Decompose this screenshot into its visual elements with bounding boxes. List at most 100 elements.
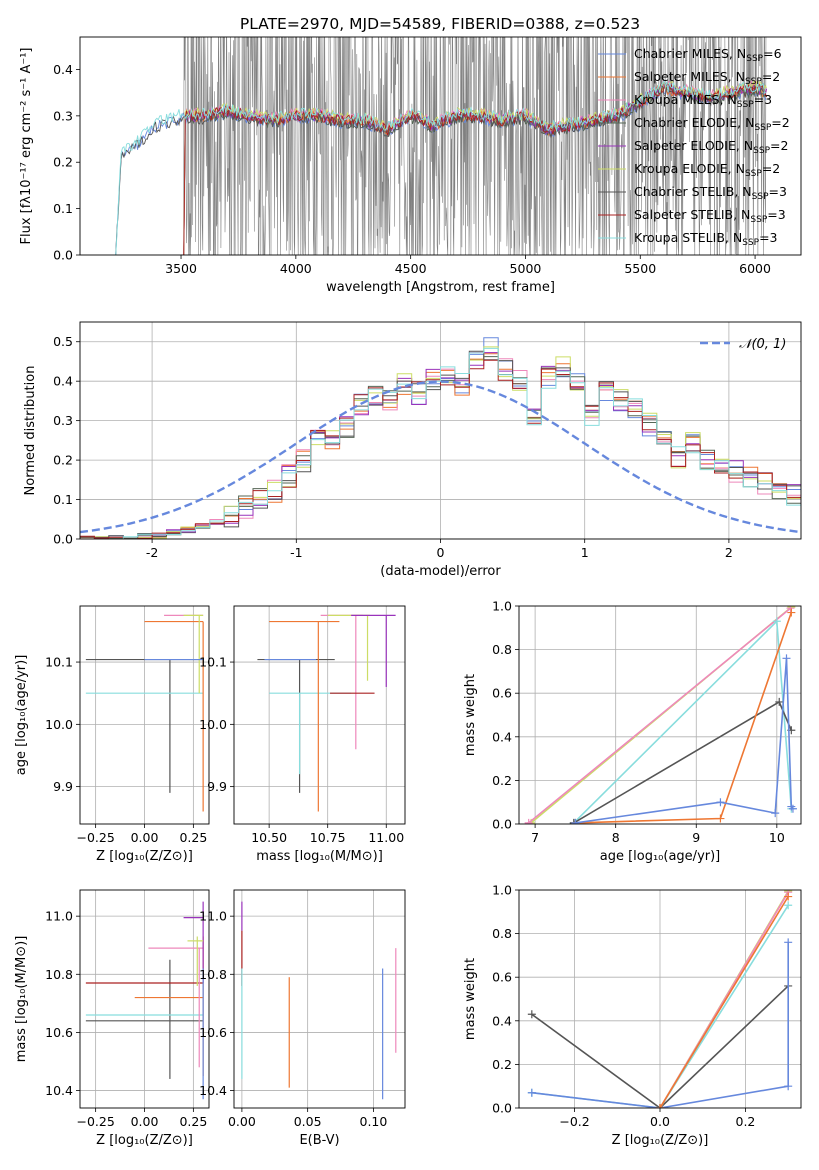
- axes-frame: [518, 889, 802, 1109]
- x-axis-label: Z [log₁₀(Z/Z⊙)]: [96, 1133, 193, 1148]
- x-tick-label: 1: [581, 545, 589, 560]
- x-tick-label: 3500: [165, 261, 197, 276]
- y-axis-label: age [log₁₀(age/yr)]: [14, 655, 29, 776]
- x-tick-label: 0.00: [131, 1114, 159, 1129]
- y-tick-label: 1.0: [492, 883, 512, 898]
- spectrum-model-line: [115, 79, 767, 255]
- y-tick-label: 0.0: [53, 532, 73, 547]
- x-tick-label: 0.2: [736, 1114, 756, 1129]
- histogram-step: [80, 356, 801, 539]
- weight-series-line: [573, 700, 793, 824]
- x-axis-label: (data-model)/error: [380, 564, 501, 579]
- chart-weight_vs_Z: −0.2 0.0 0.2 0.0 0.2 0.4 0.6 0.8 1.0 Z [log₁₀(Z/Z…: [463, 883, 802, 1148]
- legend-entry: Kroupa ELODIE, NSSP=2: [634, 161, 780, 179]
- y-axis-label: mass weight: [463, 958, 478, 1040]
- legend-entry: Chabrier ELODIE, NSSP=2: [634, 115, 790, 133]
- y-tick-label: 0.2: [492, 773, 512, 788]
- y-tick-label: 0.5: [53, 334, 73, 349]
- y-tick-label: 10.4: [199, 1083, 227, 1098]
- y-tick-label: 0.4: [53, 62, 73, 77]
- x-tick-label: −0.2: [559, 1114, 589, 1129]
- legend-entry: Salpeter MILES, NSSP=2: [634, 69, 780, 87]
- axes-frame: [518, 605, 802, 825]
- plot-area: [519, 890, 801, 1108]
- y-tick-label: 0.2: [53, 155, 73, 170]
- x-tick-label: 0.00: [228, 1114, 256, 1129]
- spectrum-data-line: [181, 37, 767, 255]
- y-tick-label: 0.8: [492, 642, 512, 657]
- plot-area: [234, 890, 405, 1108]
- histogram-step: [80, 346, 801, 539]
- x-tick-label: −0.25: [76, 830, 114, 845]
- y-tick-label: 0.2: [53, 453, 73, 468]
- x-axis-label: Z [log₁₀(Z/Z⊙)]: [612, 1133, 709, 1148]
- chart-weight_vs_age: 7 8 9 10 0.0 0.2 0.4 0.6 0.8 1.0 age [log₁₀(age/yr…: [463, 599, 802, 864]
- weight-marker: [787, 802, 796, 811]
- x-tick-label: -1: [290, 545, 302, 560]
- plot-area: [80, 322, 801, 539]
- y-tick-label: 10.8: [45, 967, 73, 982]
- x-axis-label: mass [log₁₀(M/M⊙)]: [256, 849, 383, 864]
- weight-series-line: [531, 942, 790, 1108]
- weight-marker: [784, 901, 793, 910]
- weight-marker: [527, 1010, 536, 1019]
- x-tick-label: 6000: [739, 261, 771, 276]
- plot-area: [234, 606, 405, 824]
- y-tick-label: 0.0: [492, 1101, 512, 1116]
- legend-entry: Chabrier MILES, NSSP=6: [634, 46, 782, 64]
- weight-series-line: [659, 896, 789, 1108]
- weight-marker: [775, 697, 784, 706]
- chart-mass_vs_Z: −0.25 0.00 0.25 10.4 10.6 10.8 11.0 Z [log₁₀(Z/…: [14, 889, 210, 1148]
- legend-entry: Chabrier STELIB, NSSP=3: [634, 184, 787, 202]
- x-tick-label: −0.25: [76, 1114, 114, 1129]
- y-tick-label: 0.6: [492, 686, 512, 701]
- weight-marker: [571, 818, 580, 824]
- y-tick-label: 0.1: [53, 492, 73, 507]
- weight-marker: [524, 818, 533, 824]
- y-tick-label: 10.0: [45, 717, 73, 732]
- x-tick-label: 2: [725, 545, 733, 560]
- y-tick-label: 9.9: [53, 779, 73, 794]
- weight-marker: [787, 608, 796, 617]
- weight-marker: [784, 938, 793, 947]
- x-tick-label: 0: [437, 545, 445, 560]
- x-tick-label: 11.00: [368, 830, 404, 845]
- x-tick-label: 0.00: [131, 830, 159, 845]
- y-tick-label: 1.0: [492, 599, 512, 614]
- plot-area: [519, 606, 801, 824]
- normal-curve: [80, 380, 801, 534]
- chart-mass_vs_ebv: 0.00 0.05 0.10 10.4 10.6 10.8 11.0 E(B-V): [199, 889, 406, 1148]
- weight-marker: [716, 798, 725, 807]
- weight-marker: [786, 606, 795, 613]
- x-tick-label: 7: [531, 830, 539, 845]
- chart-age_vs_mass: 10.50 10.75 11.00 9.9 10.0 10.1 mass [log₁₀(M/…: [199, 605, 406, 864]
- legend-entry: Kroupa MILES, NSSP=3: [634, 92, 772, 110]
- x-tick-label: 8: [612, 830, 620, 845]
- y-tick-label: 10.1: [45, 655, 73, 670]
- weight-marker: [782, 654, 791, 663]
- y-axis-label: Flux [fλ10⁻¹⁷ erg cm⁻² s⁻¹ A⁻¹]: [19, 48, 34, 245]
- x-axis-label: age [log₁₀(age/yr)]: [600, 849, 721, 864]
- y-tick-label: 10.4: [45, 1083, 73, 1098]
- x-tick-label: 4000: [280, 261, 312, 276]
- weight-marker: [784, 892, 793, 901]
- weight-series-line: [573, 619, 793, 824]
- chart-spectrum: 3500 4000 4500 5000 5500 6000 0.0 0.1 0.2 0.3 0.4 C…: [19, 36, 802, 295]
- weight-marker: [771, 809, 780, 818]
- legend-entry: Kroupa STELIB, NSSP=3: [634, 230, 778, 248]
- axes-frame: [233, 605, 406, 825]
- x-tick-label: 0.25: [179, 1114, 207, 1129]
- axes-frame: [79, 36, 802, 256]
- x-tick-label: 4500: [395, 261, 427, 276]
- axes-frame: [79, 321, 802, 540]
- axes-frame: [233, 889, 406, 1109]
- y-tick-label: 0.2: [492, 1057, 512, 1072]
- y-tick-label: 0.8: [492, 926, 512, 941]
- x-tick-label: 5000: [510, 261, 542, 276]
- y-tick-label: 0.4: [492, 1013, 512, 1028]
- weight-marker: [527, 1088, 536, 1097]
- y-tick-label: 0.1: [53, 201, 73, 216]
- plot-area: [80, 606, 209, 824]
- weight-marker: [788, 804, 797, 813]
- x-tick-label: 10.75: [310, 830, 346, 845]
